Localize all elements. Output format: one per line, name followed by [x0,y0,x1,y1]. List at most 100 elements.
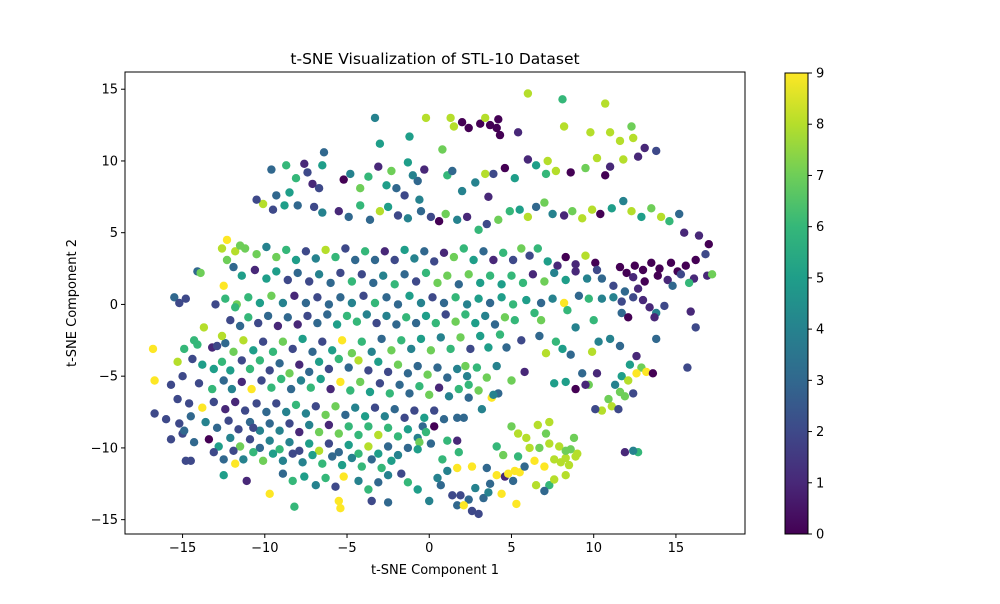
scatter-point [665,217,674,226]
scatter-point [686,307,695,316]
scatter-point [354,449,363,458]
scatter-point [265,366,274,375]
scatter-point [285,419,294,428]
scatter-point [500,313,510,322]
scatter-point [421,268,431,278]
scatter-point [448,491,457,500]
scatter-point [208,384,217,394]
scatter-point [416,334,426,344]
scatter-point [314,184,324,193]
scatter-point [707,270,717,279]
scatter-point [295,446,304,455]
scatter-point [237,377,246,387]
scatter-point [390,280,399,289]
scatter-point [229,347,238,356]
scatter-point [581,251,590,260]
scatter-point [571,323,580,332]
scatter-point [204,435,214,444]
scatter-point [272,191,281,200]
scatter-point [438,145,447,154]
scatter-point [240,406,250,415]
scatter-point [235,321,245,331]
scatter-point [683,363,692,372]
scatter-point [701,250,710,259]
scatter-point [214,442,223,451]
scatter-point [247,384,256,394]
scatter-point [481,311,490,321]
scatter-point [601,171,610,180]
scatter-point [367,496,376,506]
scatter-point [453,364,462,374]
scatter-point [492,471,501,480]
scatter-point [607,402,616,411]
scatter-point [209,448,218,457]
scatter-point [275,445,284,454]
scatter-point [637,212,646,222]
scatter-point [439,248,449,257]
scatter-point [426,212,436,222]
scatter-point [443,271,452,280]
scatter-point [318,337,327,346]
scatter-point [553,261,562,270]
scatter-point [497,489,506,498]
scatter-point [479,247,488,256]
scatter-point [464,393,473,402]
scatter-point [518,278,528,288]
scatter-point [415,382,424,391]
scatter-point [615,341,625,351]
scatter-point [357,337,366,346]
scatter-point [439,298,449,308]
scatter-point [421,311,431,321]
scatter-point [387,346,396,355]
scatter-point [530,456,539,465]
scatter-point [285,369,294,378]
scatter-point [173,394,182,404]
scatter-point [267,291,276,300]
scatter-point [684,278,694,288]
scatter-point [550,379,559,388]
scatter-point [566,168,575,177]
scatter-point [360,247,370,256]
scatter-point [566,350,575,359]
scatter-point [507,271,516,280]
scatter-point [416,298,426,308]
scatter-point [239,336,248,345]
scatter-point [397,336,406,345]
scatter-point [252,399,261,408]
scatter-point [459,244,468,253]
scatter-point [578,369,587,378]
scatter-point [374,449,383,458]
scatter-point [347,298,357,308]
scatter-point [336,504,345,513]
scatter-point [541,429,551,438]
scatter-point [341,410,350,420]
scatter-point [231,303,240,312]
colorbar-tick-label: 1 [816,476,824,491]
scatter-point [365,215,375,224]
scatter-point [328,346,337,355]
scatter-point [226,316,235,325]
scatter-point [474,386,483,395]
scatter-point [374,357,383,366]
scatter-point [229,446,238,455]
scatter-point [337,336,347,345]
x-axis-ticks: −15 −10 −5 0 5 10 15 [169,534,684,556]
scatter-point [403,425,413,434]
scatter-point [668,281,677,290]
scatter-point [663,275,672,285]
scatter-point [199,323,209,332]
scatter-point [691,323,700,332]
scatter-point [275,359,284,368]
scatter-point [569,433,579,443]
scatter-point [313,293,322,302]
scatter-point [443,373,452,382]
scatter-point [265,489,274,498]
scatter-point [492,361,501,371]
scatter-point [485,298,495,308]
scatter-point [594,337,603,346]
scatter-point [341,244,350,253]
x-tick-label: 0 [425,541,433,556]
scatter-point [615,262,625,272]
scatter-point [647,258,656,267]
scatter-point [453,413,462,422]
